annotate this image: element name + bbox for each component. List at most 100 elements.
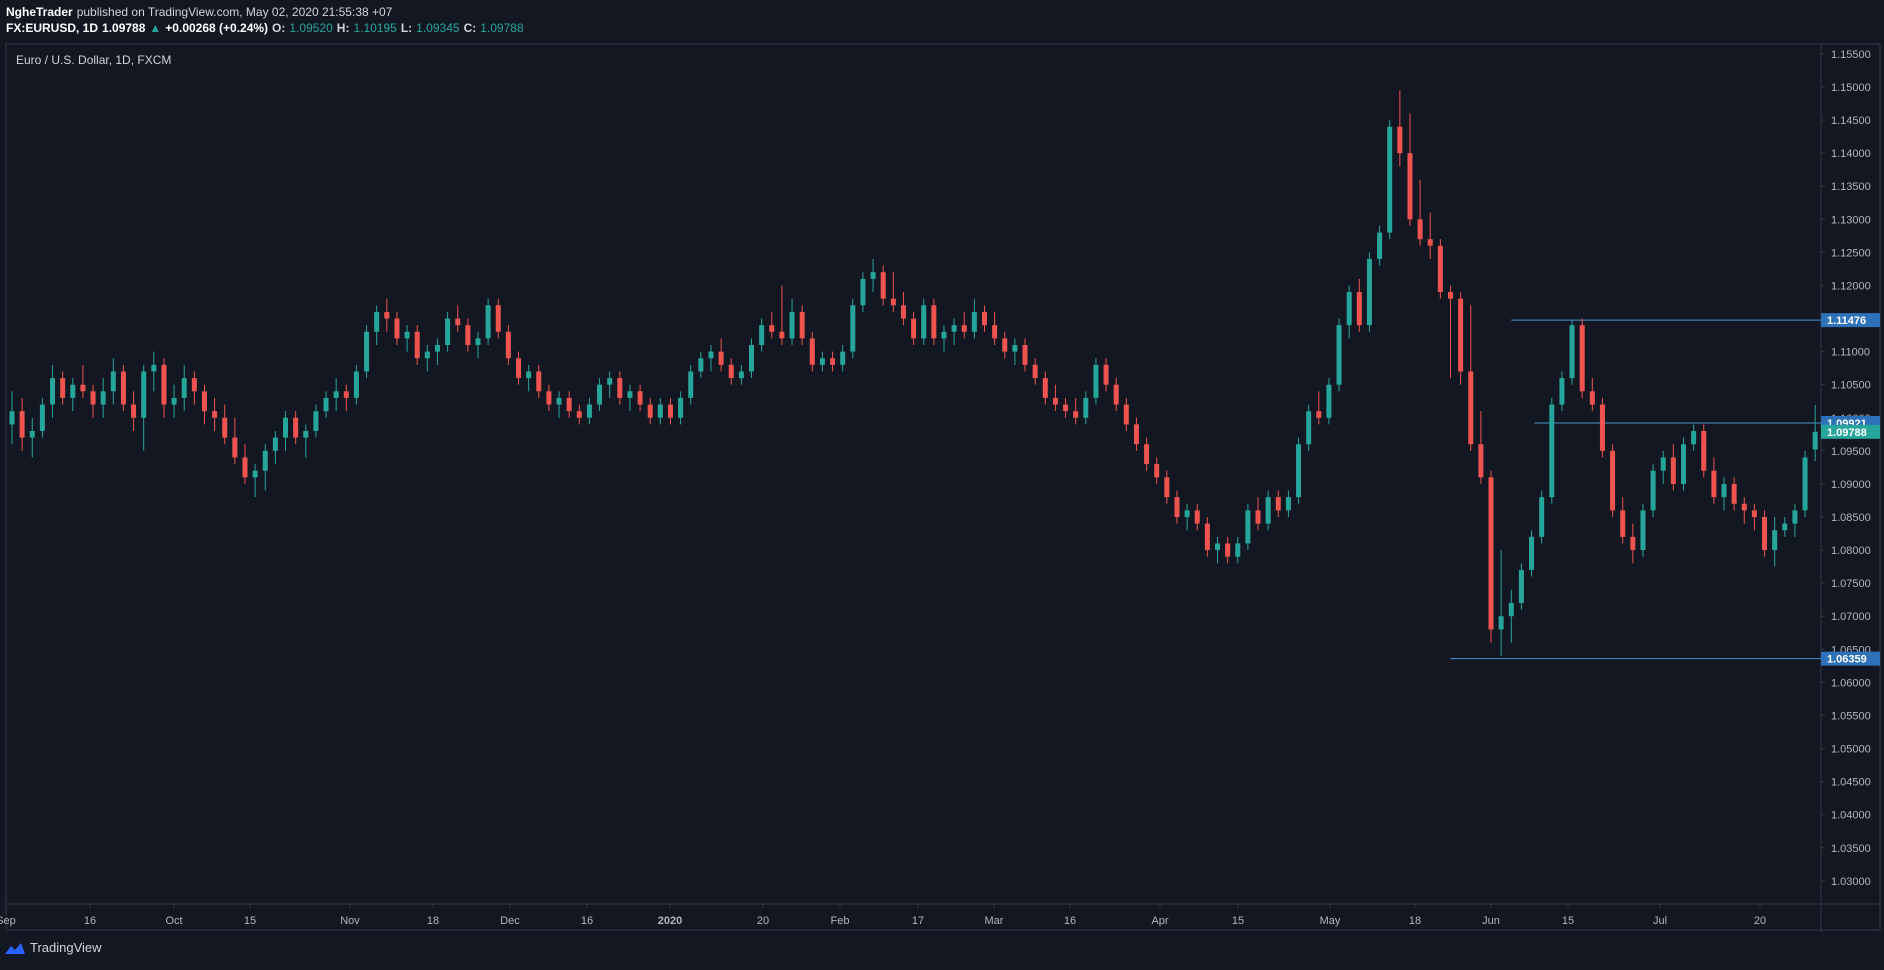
resistance-tag-bg [1821,313,1880,328]
candle-body [1772,530,1778,551]
candle-body [1164,477,1170,498]
candle-body [212,411,218,418]
candle-body [1610,450,1616,511]
horizontal-levels[interactable] [1450,319,1821,660]
candle-body [1346,292,1352,326]
candle-body [1579,325,1585,392]
candle-body [1569,325,1575,379]
candle-body [941,331,947,339]
last-price: 1.09788 [102,21,146,35]
candle-body [1255,510,1261,524]
candle-body [1660,457,1666,471]
brand-name[interactable]: TradingView [30,940,102,955]
candle-body [323,397,329,412]
time-tick-label: 15 [1232,915,1244,927]
candle-body [718,351,724,365]
candle-body [1589,391,1595,405]
resistance-tag-label: 1.11476 [1827,315,1866,327]
candle-body [1751,510,1757,517]
candle-body [1559,378,1565,405]
candle-body [1498,616,1504,630]
candle-body [50,378,56,405]
close-value: 1.09788 [480,21,524,35]
candle-body [151,364,157,372]
price-axis[interactable]: 1.15500 1.15000 1.14500 1.14000 1.13500 1.130… [1821,49,1871,888]
open-value: 1.09520 [289,21,333,35]
candle-body [465,325,471,345]
candle-body [455,318,461,326]
candle-body [667,404,673,418]
candle-body [191,378,197,392]
candle-body [637,391,643,405]
candle-body [1123,404,1129,425]
candle-body [1478,444,1484,478]
candle-body [931,305,937,339]
candle-body [1680,444,1686,484]
last-price-tag-label: 1.09788 [1827,427,1867,439]
candle-body [1093,364,1099,398]
candle-body [1235,543,1241,557]
candle-body [1731,483,1737,504]
candle-body [627,391,633,398]
candle-body [1721,483,1727,498]
candle-body [1174,497,1180,517]
candle-body [1032,364,1038,379]
candle-body [1184,510,1190,517]
price-tick-label: 1.14000 [1831,148,1871,160]
candle-body [1214,543,1220,551]
candle-body [1225,543,1231,557]
candle-body [343,391,349,398]
low-label: L: [400,21,413,35]
candle-body [597,384,603,405]
price-tick-label: 1.09500 [1831,446,1871,458]
publisher-name[interactable]: NgheTrader [6,5,73,19]
candle-body [617,378,623,398]
candle-body [536,371,542,392]
candle-body [1518,569,1524,603]
price-tick-label: 1.13500 [1831,181,1871,193]
candle-body [1782,523,1788,531]
candle-body [1022,345,1028,365]
candle-body [819,358,825,365]
candle-body [222,417,228,438]
candle-body [526,371,532,379]
price-tick-label: 1.14500 [1831,115,1871,127]
candle-body [1640,510,1646,551]
price-tick-label: 1.08500 [1831,512,1871,524]
candle-body [1437,245,1443,293]
candle-body [556,397,562,405]
candle-body [1063,404,1069,412]
candle-body [1366,259,1372,326]
price-tick-label: 1.07500 [1831,578,1871,590]
candle-body [708,351,714,359]
close-label: C: [463,21,477,35]
candle-body [181,378,187,398]
candle-body [1458,298,1464,372]
candle-body [1508,603,1514,617]
candle-body [1407,153,1413,220]
chart-pane-border [5,43,1881,932]
price-tick-label: 1.06000 [1831,677,1871,689]
tradingview-logo-icon[interactable] [4,941,26,955]
time-axis[interactable]: Sep16Oct15Nov18Dec16202020Feb17Mar16Apr1… [0,904,1766,927]
candle-body [992,325,998,339]
candle-body [1387,126,1393,233]
candle-body [1002,338,1008,352]
candle-body [1042,378,1048,398]
candle-body [1539,497,1545,537]
candle-body [830,358,836,365]
candle-body [1336,325,1342,385]
candle-body [171,397,177,405]
candle-body [1285,497,1291,511]
candle-body [809,338,815,365]
candle-body [272,437,278,451]
footer: TradingView [4,940,102,955]
candle-body [424,351,430,359]
candle-body [9,411,15,425]
candle-body [1529,536,1535,570]
candle-body [850,305,856,352]
candle-body [1275,497,1281,511]
candle-body [485,305,491,339]
candle-body [1549,404,1555,498]
